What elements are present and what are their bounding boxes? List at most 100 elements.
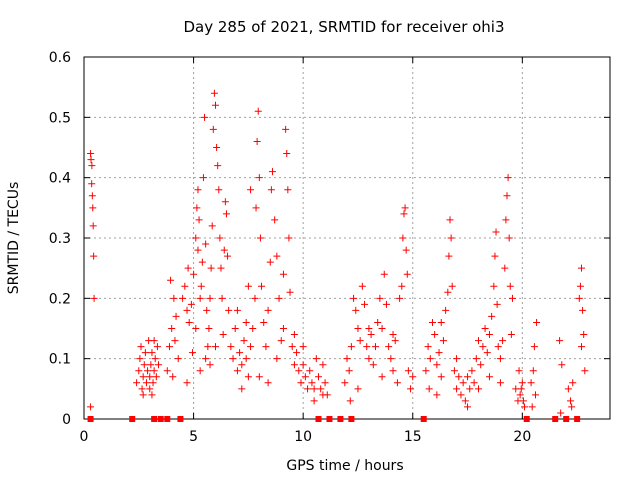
data-point — [89, 222, 97, 230]
data-point — [455, 373, 463, 381]
data-point — [146, 373, 154, 381]
data-point — [530, 343, 538, 351]
data-point — [488, 312, 496, 320]
data-point — [389, 331, 397, 339]
data-point — [171, 337, 179, 345]
data-point — [457, 391, 465, 399]
data-point — [202, 240, 210, 248]
data-point — [196, 367, 204, 375]
x-axis-label: GPS time / hours — [286, 458, 403, 474]
data-point — [152, 373, 160, 381]
y-tick-label: 0.4 — [49, 171, 71, 187]
data-point — [517, 385, 525, 393]
data-point — [277, 337, 285, 345]
data-point — [150, 367, 158, 375]
data-point — [343, 355, 351, 363]
data-point — [529, 367, 537, 375]
x-tick-label: 20 — [513, 429, 531, 445]
data-point — [285, 234, 293, 242]
data-point — [190, 270, 198, 278]
data-point — [203, 306, 211, 314]
data-point — [404, 367, 412, 375]
zero-marker — [420, 416, 427, 422]
data-point — [184, 264, 192, 272]
data-point — [401, 204, 409, 212]
data-point — [354, 385, 362, 393]
data-point — [197, 282, 205, 290]
data-point — [136, 355, 144, 363]
data-point — [494, 343, 502, 351]
zero-marker — [151, 416, 158, 422]
data-point — [273, 355, 281, 363]
data-point — [365, 355, 373, 363]
data-point — [198, 258, 206, 266]
data-point — [315, 373, 323, 381]
data-point — [247, 343, 255, 351]
chart-title: Day 285 of 2021, SRMTID for receiver ohi… — [183, 18, 504, 36]
data-point — [581, 367, 589, 375]
data-point — [139, 373, 147, 381]
zero-marker — [326, 416, 333, 422]
zero-marker — [563, 416, 570, 422]
data-point — [192, 325, 200, 332]
zero-marker — [348, 416, 355, 422]
data-point — [299, 343, 307, 351]
data-point — [382, 300, 390, 308]
data-point — [206, 361, 214, 369]
data-point — [516, 391, 524, 399]
data-point — [376, 294, 384, 302]
data-point — [319, 361, 327, 369]
data-point — [141, 349, 149, 357]
data-point — [224, 252, 232, 260]
data-point — [483, 349, 491, 357]
data-point — [183, 306, 191, 314]
data-point — [424, 343, 432, 351]
data-point — [138, 385, 146, 393]
data-point — [533, 318, 541, 326]
data-point — [231, 325, 239, 332]
data-point — [521, 403, 529, 411]
data-point — [518, 379, 526, 387]
data-point — [194, 246, 202, 254]
data-point — [192, 234, 200, 242]
data-point — [256, 234, 264, 242]
data-point — [461, 397, 469, 405]
data-point — [304, 385, 312, 393]
data-point — [253, 137, 261, 145]
data-point — [312, 355, 320, 363]
data-point — [167, 276, 175, 284]
data-point — [398, 282, 406, 290]
data-point — [271, 216, 279, 224]
data-point — [217, 264, 225, 272]
data-point — [286, 288, 294, 296]
data-point — [472, 355, 480, 363]
data-point — [310, 385, 318, 393]
data-point — [219, 331, 227, 339]
data-point — [393, 379, 401, 387]
data-point — [446, 216, 454, 224]
data-point — [168, 325, 176, 332]
data-point — [531, 391, 539, 399]
data-point — [501, 264, 509, 272]
data-point — [199, 174, 207, 182]
data-point — [508, 294, 516, 302]
zero-markers — [87, 416, 581, 422]
data-point — [204, 343, 212, 351]
data-point — [242, 355, 250, 363]
x-tick-label: 15 — [404, 429, 422, 445]
data-point — [391, 337, 399, 345]
data-point — [369, 361, 377, 369]
data-point — [240, 337, 248, 345]
data-point — [301, 373, 309, 381]
data-point — [433, 361, 441, 369]
data-point — [439, 337, 447, 345]
data-point — [389, 367, 397, 375]
zero-marker — [315, 416, 322, 422]
y-tick-label: 0.2 — [49, 291, 71, 307]
data-point — [169, 373, 177, 381]
data-point — [409, 373, 417, 381]
data-point — [485, 331, 493, 339]
data-point — [207, 264, 215, 272]
data-point — [371, 343, 379, 351]
